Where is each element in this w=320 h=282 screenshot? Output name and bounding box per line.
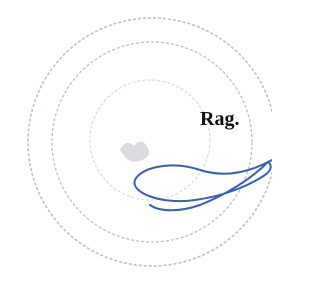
stamp-scan: Rag. — [0, 0, 272, 282]
background — [0, 0, 272, 282]
signature-label: Rag. — [200, 108, 239, 130]
